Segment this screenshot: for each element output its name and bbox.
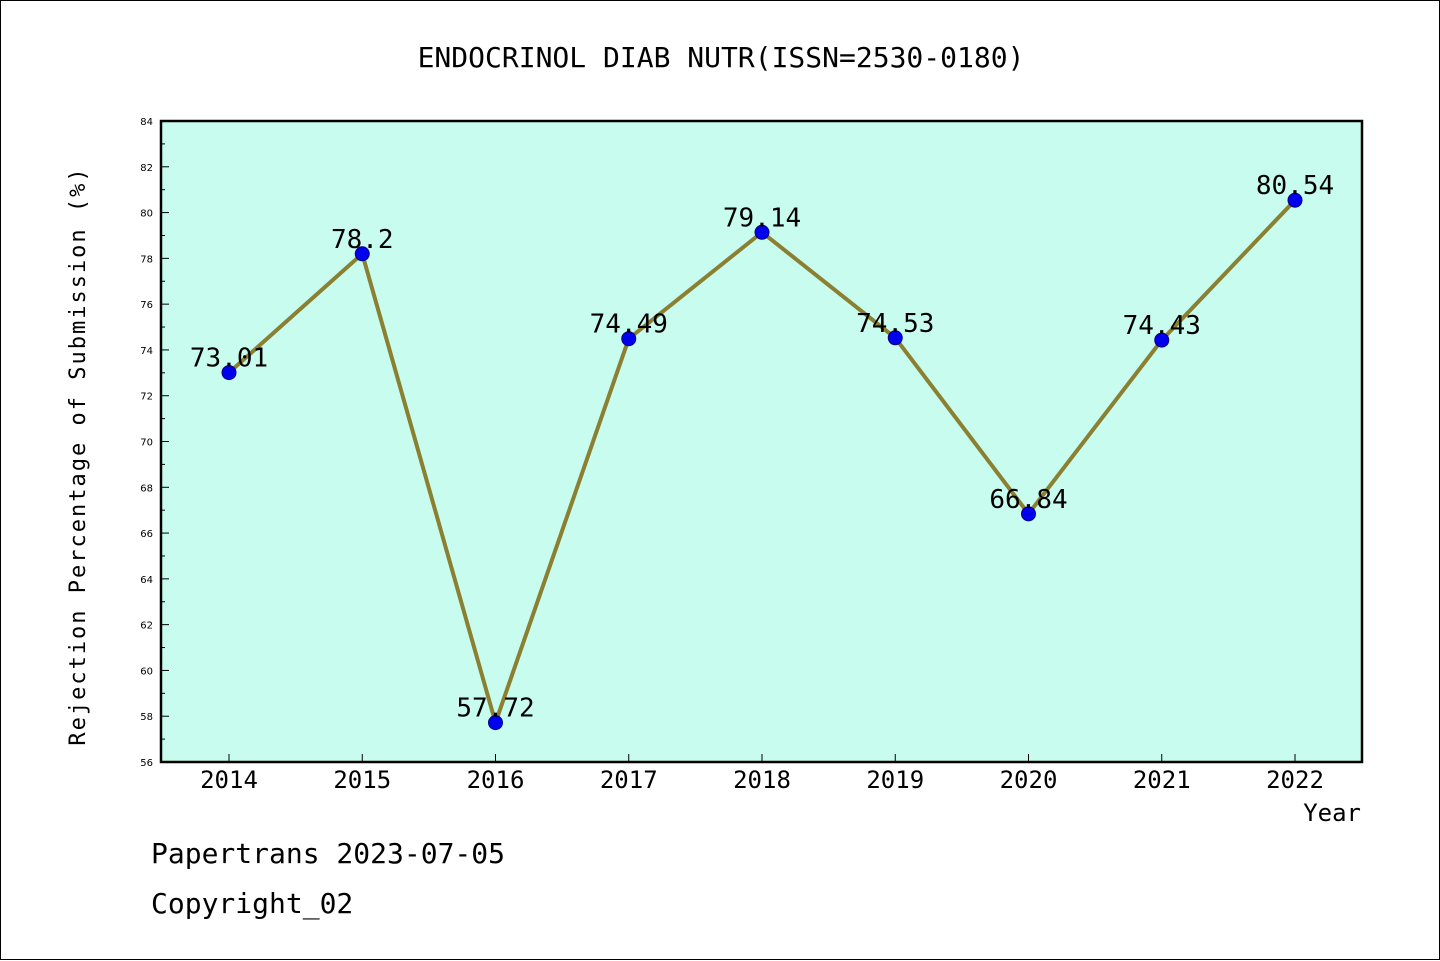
data-point (354, 246, 370, 262)
x-axis-label: Year (1303, 799, 1361, 827)
y-tick-label: 80 (140, 209, 153, 220)
data-label: 80.54 (1256, 171, 1334, 201)
data-label: 79.14 (723, 203, 801, 233)
x-tick-label: 2021 (1133, 766, 1191, 794)
y-tick-label: 58 (140, 712, 153, 723)
data-point (488, 715, 503, 731)
x-tick-label: 2022 (1266, 766, 1324, 794)
y-axis-label: Rejection Percentage of Submission (%) (66, 166, 91, 745)
data-label: 78.2 (331, 225, 394, 255)
y-tick-label: 82 (140, 163, 153, 174)
data-label: 57.72 (456, 694, 534, 724)
data-point (1154, 332, 1170, 348)
x-tick-label: 2019 (866, 766, 924, 794)
y-tick-label: 78 (140, 254, 153, 265)
y-tick-label: 74 (140, 346, 153, 357)
data-point (754, 224, 770, 240)
data-label: 74.53 (856, 309, 934, 339)
y-tick-label: 56 (140, 758, 153, 769)
plot-area: 56 58 60 62 64 66 68 70 72 74 76 78 80 82 84 2014 2015 20… (140, 117, 1364, 794)
plot-border (159, 119, 1364, 764)
y-tick-label: 64 (140, 575, 153, 586)
y-tick-label: 76 (140, 300, 153, 311)
data-point (1287, 192, 1303, 208)
x-tick-label: 2014 (200, 766, 258, 794)
data-point (221, 365, 237, 381)
footer-copyright: Copyright_02 (151, 887, 354, 920)
x-tick-label: 2017 (600, 766, 658, 794)
chart-title: ENDOCRINOL DIAB NUTR(ISSN=2530-0180) (418, 41, 1025, 74)
y-tick-label: 84 (140, 117, 153, 128)
data-label: 66.84 (989, 485, 1067, 515)
x-tick-label: 2015 (333, 766, 391, 794)
x-tick-label: 2016 (467, 766, 525, 794)
data-label: 74.43 (1123, 311, 1201, 341)
y-tick-label: 68 (140, 483, 153, 494)
data-point (887, 330, 903, 346)
data-label: 73.01 (190, 344, 268, 374)
y-tick-label: 72 (140, 392, 153, 403)
data-label: 74.49 (590, 310, 668, 340)
data-point (1021, 506, 1036, 522)
footer-source: Papertrans 2023-07-05 (151, 837, 506, 870)
y-tick-label: 60 (140, 666, 153, 677)
data-point (621, 331, 637, 347)
x-tick-label: 2018 (733, 766, 791, 794)
y-tick-label: 62 (140, 621, 153, 632)
y-tick-label: 70 (140, 438, 153, 449)
y-tick-label: 66 (140, 529, 153, 540)
x-tick-label: 2020 (1000, 766, 1058, 794)
